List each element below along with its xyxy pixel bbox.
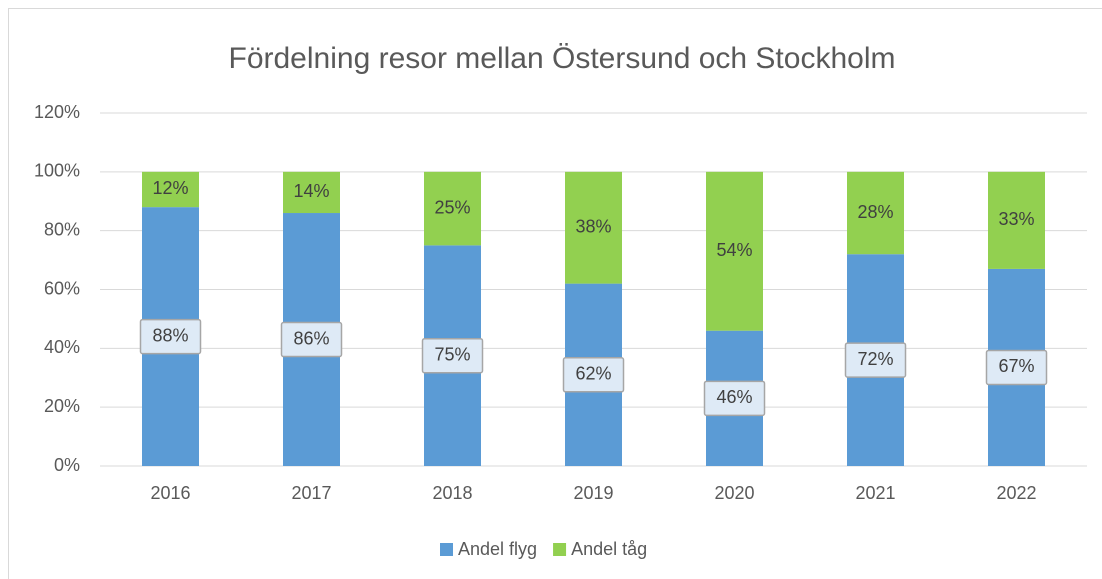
data-label: 25% [434,197,470,217]
data-label: 33% [998,209,1034,229]
y-tick-label: 20% [44,396,80,416]
legend-label: Andel tåg [571,539,647,559]
data-label-box [844,342,907,378]
bar-segment [988,171,1045,269]
bar-segment [424,171,481,246]
data-label: 62% [575,364,611,384]
x-tick-label: 2020 [714,483,754,503]
bar-segment [847,171,904,255]
data-label: 67% [998,356,1034,376]
x-tick-label: 2018 [432,483,472,503]
y-tick-label: 120% [34,102,80,122]
y-tick-label: 40% [44,337,80,357]
data-label: 72% [857,349,893,369]
legend-swatch [440,543,453,556]
data-label-box [139,318,202,355]
data-label-box [985,349,1048,386]
y-tick-label: 60% [44,278,80,298]
data-label: 86% [293,328,329,348]
data-label-box [703,380,766,417]
data-label: 28% [857,202,893,222]
x-tick-label: 2017 [291,483,331,503]
data-label-box [280,321,343,358]
data-label: 46% [716,387,752,407]
legend-label: Andel flyg [458,539,537,559]
x-tick-label: 2016 [150,483,190,503]
y-tick-label: 80% [44,219,80,239]
x-tick-label: 2021 [855,483,895,503]
bar-segment [283,171,340,214]
x-tick-label: 2019 [573,483,613,503]
chart-title: Fördelning resor mellan Östersund och St… [229,42,896,75]
x-tick-label: 2022 [996,483,1036,503]
legend-swatch [553,543,567,556]
data-label: 14% [293,181,329,201]
y-tick-label: 0% [54,455,80,475]
data-label: 38% [575,216,611,236]
data-label: 12% [152,178,188,198]
data-label: 54% [716,240,752,260]
bar-segment [142,171,199,208]
data-label-box [421,337,484,374]
y-tick-label: 100% [34,161,80,181]
data-label: 75% [434,344,470,364]
data-label: 88% [152,325,188,345]
bar-segment [565,171,622,284]
bar-segment [706,171,763,331]
data-label-box [562,357,625,393]
